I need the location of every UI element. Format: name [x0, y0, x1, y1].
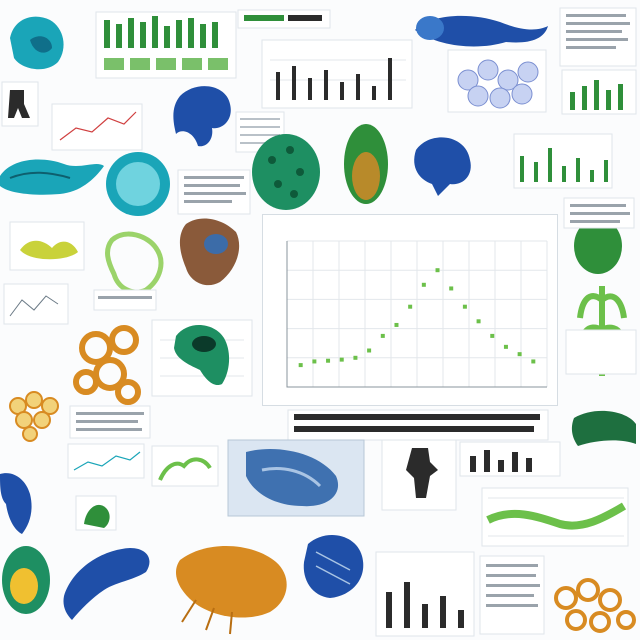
green-branch-icon	[486, 502, 627, 530]
chart-point	[490, 333, 495, 338]
main-scatter-chart	[262, 214, 558, 406]
chart-point	[339, 357, 344, 362]
green-seed-right-icon	[574, 218, 622, 274]
chart-point	[408, 304, 413, 309]
chart-point	[462, 304, 467, 309]
blue-fish-bottom-icon	[63, 548, 150, 620]
chart-point	[326, 358, 331, 363]
green-bars-row2	[104, 58, 228, 70]
label-strip-left	[93, 289, 157, 311]
blue-fish-icon	[415, 15, 548, 47]
silhouette-icon	[8, 90, 30, 118]
green-seed-icon	[252, 134, 320, 210]
orange-net-br-icon	[554, 578, 636, 633]
green-bars-marks	[104, 16, 218, 48]
chart-point	[367, 348, 372, 353]
chart-point	[435, 268, 440, 273]
chart-point	[298, 363, 303, 368]
chart-point	[503, 344, 508, 349]
text-panel-right-mid	[565, 329, 637, 375]
text-panel-tr	[559, 7, 637, 67]
chart-point	[476, 319, 481, 324]
chart-point	[380, 333, 385, 338]
orange-cells-icon	[9, 391, 59, 442]
chart-point	[531, 359, 536, 364]
chart-point	[312, 359, 317, 364]
chart-point	[517, 352, 522, 357]
chart-top-center-tile	[261, 39, 413, 109]
chart-axes	[286, 241, 547, 388]
teal-snail-icon	[174, 324, 230, 386]
teal-flatworm-icon	[0, 159, 104, 195]
bars-right-lower	[459, 441, 561, 477]
graph-left-tile	[3, 283, 69, 325]
chart-point	[394, 322, 399, 327]
blue-worm-icon	[173, 86, 231, 147]
green-plant-icon	[20, 240, 78, 260]
orange-net-icon	[73, 325, 141, 405]
green-frog-icon	[84, 504, 110, 528]
chart-point	[449, 286, 454, 291]
orange-shrimp-icon	[175, 545, 287, 618]
chart-point	[421, 282, 426, 287]
green-branches-icon	[158, 457, 212, 481]
cells-icon	[457, 59, 539, 109]
silhouette-icon	[406, 448, 438, 498]
chart-plot-area	[286, 240, 548, 388]
blue-lung-icon	[246, 449, 339, 507]
chart-top-center-bars	[276, 58, 392, 100]
chart-point	[353, 355, 358, 360]
blue-fish-left-lower-icon	[0, 473, 32, 534]
chart-left-lower	[67, 443, 145, 479]
blue-fish-mid-icon	[414, 137, 471, 196]
green-plant-ring-icon	[105, 231, 164, 295]
green-arm-icon	[571, 410, 636, 446]
blue-cone-icon	[303, 534, 364, 598]
